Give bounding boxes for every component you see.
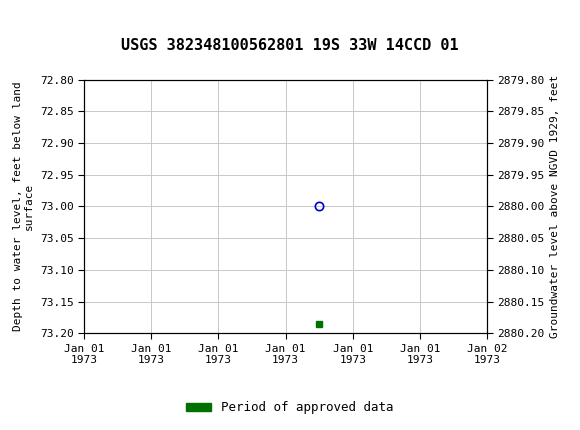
Legend: Period of approved data: Period of approved data — [181, 396, 399, 419]
Y-axis label: Groundwater level above NGVD 1929, feet: Groundwater level above NGVD 1929, feet — [550, 75, 560, 338]
Text: USGS 382348100562801 19S 33W 14CCD 01: USGS 382348100562801 19S 33W 14CCD 01 — [121, 38, 459, 52]
Text: ☒USGS: ☒USGS — [14, 11, 81, 31]
Y-axis label: Depth to water level, feet below land
surface: Depth to water level, feet below land su… — [13, 82, 34, 331]
